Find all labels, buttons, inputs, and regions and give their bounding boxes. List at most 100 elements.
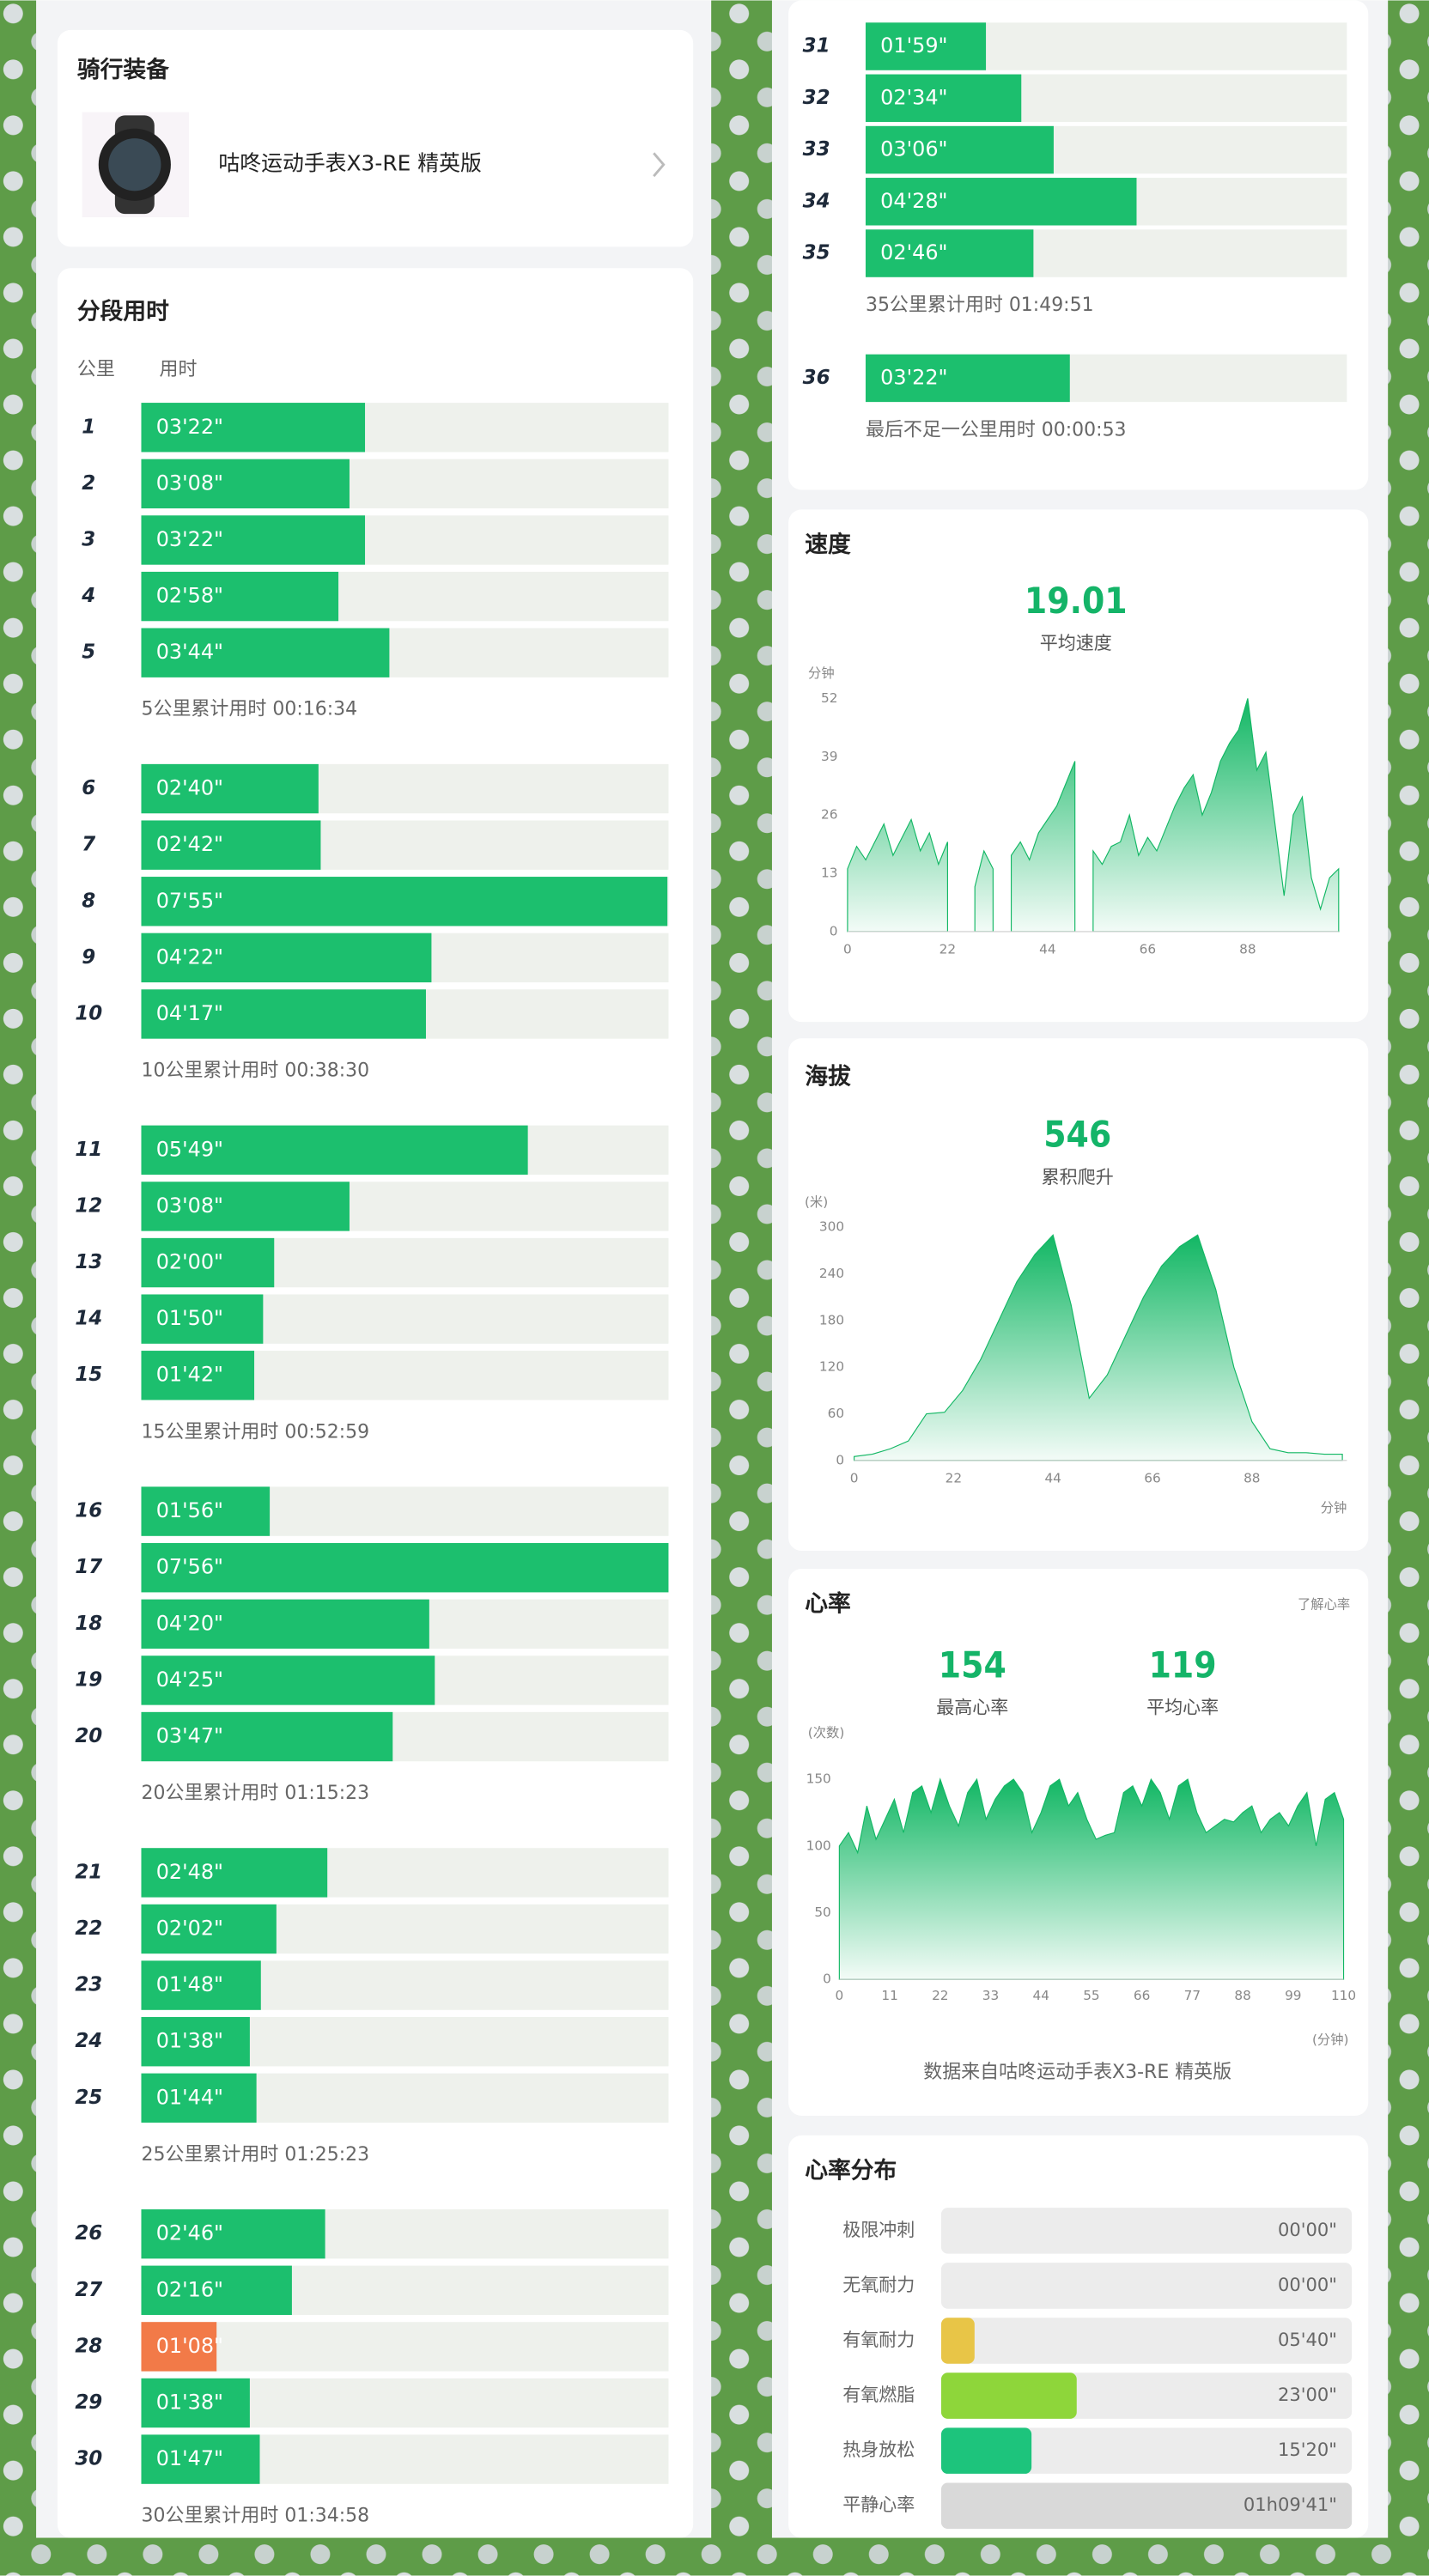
y-tick-label: 0 (830, 923, 838, 939)
split-bar (865, 125, 1054, 174)
x-tick-label: 22 (946, 1470, 962, 1485)
device-name[interactable]: 咕咚运动手表X3-RE 精英版 (218, 151, 481, 176)
x-tick-label: 66 (1140, 941, 1156, 957)
splits-title: 分段用时 (77, 298, 169, 325)
split-label: 03'44" (156, 640, 223, 664)
split-bar (141, 820, 321, 870)
note: 数据来自咕咚运动手表X3-RE 精英版 (923, 2062, 1231, 2083)
zone-value: 00'00" (1278, 2274, 1337, 2295)
km-label: 22 (75, 1917, 102, 1940)
stat-value: 546 (1043, 1114, 1111, 1156)
split-label: 01'50" (156, 1306, 223, 1330)
split-bar (141, 1125, 528, 1176)
split-summary: 30公里累计用时 01:34:58 (141, 2506, 369, 2527)
x-tick-label: 0 (843, 941, 852, 957)
km-label: 11 (75, 1139, 102, 1161)
split-bar (141, 1486, 271, 1536)
x-tick-label: 88 (1239, 941, 1256, 957)
y-tick-label: 240 (819, 1266, 844, 1281)
y-tick-label: 13 (821, 866, 837, 881)
km-label: 8 (82, 890, 95, 912)
y-tick-label: 0 (823, 1971, 831, 1987)
zone-label: 有氧燃脂 (842, 2384, 915, 2405)
x-tick-label: 88 (1234, 1988, 1250, 2003)
split-label: 03'22" (156, 415, 223, 439)
split-label: 03'22" (880, 365, 947, 389)
x-tick-label: 11 (881, 1988, 897, 2003)
split-label: 02'42" (156, 832, 223, 856)
split-label: 03'08" (156, 471, 223, 495)
km-label: 19 (75, 1668, 102, 1691)
split-bar (141, 1904, 277, 1954)
zone-track (940, 2208, 1353, 2254)
x-tick-label: 110 (1331, 1988, 1356, 2003)
split-label: 02'02" (156, 1917, 223, 1941)
split-label: 02'46" (156, 2221, 223, 2245)
y-tick-label: 50 (814, 1905, 830, 1920)
gear-card[interactable] (57, 29, 694, 247)
split-bar (141, 1351, 255, 1400)
km-label: 16 (75, 1500, 102, 1522)
split-label: 01'48" (156, 1972, 223, 1996)
split-label: 04'25" (156, 1668, 223, 1692)
km-label: 25 (75, 2087, 102, 2109)
area (854, 1234, 1343, 1461)
x-tick-label: 0 (850, 1470, 859, 1485)
split-label: 01'38" (156, 2390, 223, 2414)
split-bar (141, 2434, 260, 2484)
split-bar (865, 354, 1070, 403)
km-label: 15 (75, 1364, 102, 1386)
km-label: 36 (803, 367, 830, 389)
km-label: 27 (75, 2279, 102, 2301)
split-summary: 35公里累计用时 01:49:51 (866, 295, 1094, 316)
km-label: 10 (75, 1002, 102, 1024)
watch-icon (82, 112, 189, 217)
zone-track (940, 2263, 1353, 2309)
split-label: 01'08" (156, 2334, 223, 2358)
y-axis-label: (次数) (808, 1725, 845, 1741)
zone-bar (940, 2427, 1032, 2474)
area (838, 1777, 1345, 1980)
split-summary: 5公里累计用时 00:16:34 (141, 699, 357, 720)
chart-title: 心率 (805, 1590, 851, 1618)
km-label: 9 (82, 946, 95, 969)
split-bar (141, 2322, 217, 2372)
split-bar (141, 763, 319, 814)
hr-zones-title: 心率分布 (805, 2157, 897, 2184)
split-bar (141, 1237, 275, 1288)
y-tick-label: 60 (828, 1406, 844, 1421)
link[interactable]: 了解心率 (1298, 1597, 1350, 1613)
zone-track (940, 2318, 1353, 2364)
split-bar (141, 1599, 429, 1649)
y-tick-label: 39 (821, 749, 837, 764)
gear-title: 骑行装备 (77, 56, 170, 83)
km-label: 6 (82, 777, 95, 799)
split-bar (141, 2208, 325, 2259)
split-bar (141, 459, 350, 509)
split-bar (141, 2073, 257, 2123)
split-label: 01'47" (156, 2446, 223, 2470)
km-label: 5 (82, 641, 95, 664)
x-tick-label: 66 (1144, 1470, 1160, 1485)
split-label: 02'16" (156, 2277, 223, 2301)
y-tick-label: 120 (819, 1359, 844, 1375)
y-tick-label: 26 (821, 807, 837, 823)
x-tick-label: 22 (939, 941, 956, 957)
bar-track (141, 2322, 669, 2372)
chart-title: 海拔 (805, 1064, 851, 1091)
stat-value: 119 (1149, 1643, 1217, 1686)
zone-value: 05'40" (1278, 2329, 1337, 2350)
area (847, 698, 1340, 933)
x-tick-label: 77 (1184, 1988, 1201, 2003)
km-label: 24 (75, 2030, 102, 2052)
split-bar (865, 229, 1034, 277)
km-label: 3 (82, 528, 95, 550)
km-label: 12 (75, 1194, 102, 1217)
km-label: 20 (75, 1725, 102, 1747)
split-summary: 10公里累计用时 00:38:30 (141, 1060, 369, 1082)
split-label: 02'48" (156, 1860, 223, 1884)
km-label: 17 (75, 1556, 102, 1578)
split-label: 04'22" (156, 945, 223, 969)
split-summary: 最后不足一公里用时 00:00:53 (866, 420, 1127, 441)
